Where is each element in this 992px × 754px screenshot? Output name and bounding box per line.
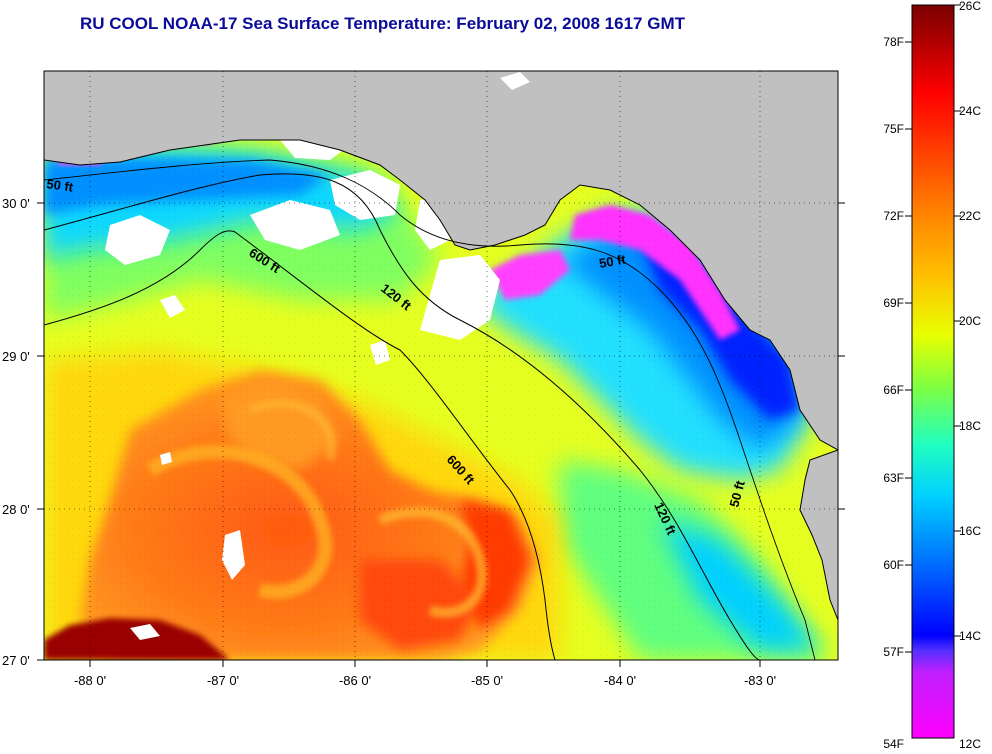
c-label-22: 22C [959, 209, 981, 223]
f-label-66: 66F [883, 383, 904, 397]
c-label-24: 24C [959, 104, 981, 118]
f-label-54: 54F [883, 737, 904, 751]
f-label-75: 75F [883, 122, 904, 136]
contour-label-50-east: 50 ft [598, 251, 628, 271]
f-label-72: 72F [883, 209, 904, 223]
colorbar-scale [911, 4, 955, 739]
lat-label-2: 28 0' [2, 502, 30, 517]
f-label-69: 69F [883, 296, 904, 310]
c-label-12: 12C [959, 737, 981, 751]
lon-label-0: -88 0' [74, 673, 106, 688]
lat-label-3: 27 0' [2, 653, 30, 668]
contour-label-50-south: 50 ft [726, 478, 748, 508]
c-label-16: 16C [959, 524, 981, 538]
contour-label-50-west: 50 ft [46, 176, 75, 195]
f-label-63: 63F [883, 471, 904, 485]
c-label-14: 14C [959, 629, 981, 643]
lat-label-1: 29 0' [2, 349, 30, 364]
sst-field [44, 71, 838, 660]
c-label-18: 18C [959, 419, 981, 433]
lon-label-2: -86 0' [339, 673, 371, 688]
c-label-26: 26C [959, 0, 981, 13]
c-label-20: 20C [959, 314, 981, 328]
plot-frame [43, 70, 839, 661]
axis-ticks [37, 202, 845, 667]
map-title: RU COOL NOAA-17 Sea Surface Temperature:… [80, 14, 685, 33]
f-label-78: 78F [883, 35, 904, 49]
f-label-57: 57F [883, 645, 904, 659]
f-label-60: 60F [883, 558, 904, 572]
lon-label-5: -83 0' [744, 673, 776, 688]
lon-label-3: -85 0' [471, 673, 503, 688]
colorbar: 78F 75F 72F 69F 66F 63F 60F 57F 54F 26C … [883, 0, 981, 751]
lon-label-4: -84 0' [604, 673, 636, 688]
lat-label-0: 30 0' [2, 196, 30, 211]
lon-label-1: -87 0' [207, 673, 239, 688]
